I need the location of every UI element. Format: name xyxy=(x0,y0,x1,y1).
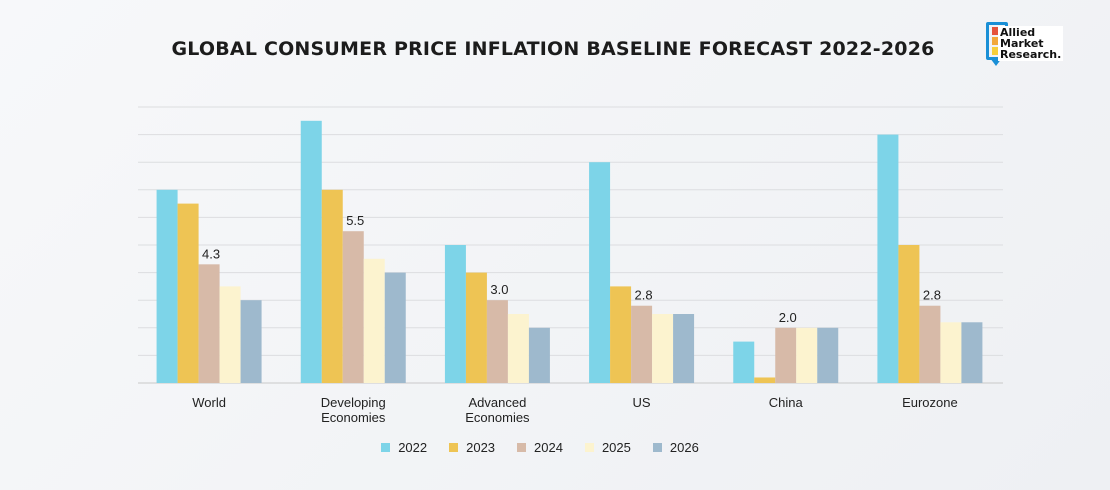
legend-item: 2022 xyxy=(381,440,427,455)
legend-item: 2025 xyxy=(584,440,631,455)
category-label: Economies xyxy=(465,410,530,425)
data-label: 2.8 xyxy=(635,288,653,303)
bar-2025 xyxy=(940,322,962,383)
bar-2023 xyxy=(898,245,920,383)
bar-2026 xyxy=(528,327,550,383)
bar-2023 xyxy=(177,203,199,383)
bar-2022 xyxy=(444,245,466,383)
bar-2022 xyxy=(589,162,611,383)
bar-2023 xyxy=(754,377,776,383)
chart-legend: 2022 2023 2024 2025 2026 xyxy=(0,440,1080,455)
category-label: Developing xyxy=(321,395,386,410)
bar-2026 xyxy=(673,314,695,383)
bar-2022 xyxy=(733,341,755,383)
bar-2023 xyxy=(610,286,632,383)
category-label: Eurozone xyxy=(902,395,958,410)
logo-line: Research. xyxy=(1000,48,1062,61)
logo-speech-tail-icon xyxy=(990,58,1002,66)
data-label: 5.5 xyxy=(346,213,364,228)
category-label: World xyxy=(192,395,226,410)
chart-title: GLOBAL CONSUMER PRICE INFLATION BASELINE… xyxy=(171,38,935,60)
bar-2023 xyxy=(465,272,487,383)
category-label: US xyxy=(633,395,651,410)
data-label: 2.8 xyxy=(923,288,941,303)
logo-line: Market xyxy=(1000,37,1044,50)
bar-2025 xyxy=(796,327,818,383)
bar-2025 xyxy=(219,286,241,383)
bar-2025 xyxy=(507,314,529,383)
bar-2026 xyxy=(240,300,262,383)
bar-2024 xyxy=(775,327,797,383)
bar-2025 xyxy=(363,258,385,383)
bar-2024 xyxy=(486,300,508,383)
bar-2025 xyxy=(652,314,674,383)
bar-2026 xyxy=(817,327,839,383)
bar-2024 xyxy=(919,305,941,383)
data-label: 2.0 xyxy=(779,310,797,325)
legend-label: 2023 xyxy=(466,440,496,455)
legend-swatch xyxy=(517,443,527,452)
bar-2024 xyxy=(198,264,220,383)
legend-item: 2024 xyxy=(517,440,563,455)
legend-swatch xyxy=(381,443,391,452)
legend-item: 2026 xyxy=(652,440,699,455)
legend-label: 2024 xyxy=(534,440,563,455)
bar-2026 xyxy=(961,322,983,383)
bar-2024 xyxy=(631,305,653,383)
logo-line: Allied xyxy=(1000,26,1036,39)
legend-swatch xyxy=(652,443,662,452)
logo-text: Allied Market Research. xyxy=(998,26,1064,61)
data-label: 4.3 xyxy=(202,246,220,261)
legend-swatch xyxy=(584,443,594,452)
category-label: China xyxy=(769,395,804,410)
bar-2026 xyxy=(384,272,406,383)
bar-2022 xyxy=(156,189,178,383)
legend-label: 2025 xyxy=(601,440,631,455)
legend-item: 2023 xyxy=(449,440,495,455)
data-label: 3.0 xyxy=(490,282,508,297)
allied-market-research-logo: Allied Market Research. xyxy=(986,22,1078,68)
bar-2022 xyxy=(877,134,899,383)
category-label: Advanced xyxy=(469,395,527,410)
legend-label: 2022 xyxy=(398,440,428,455)
bar-2024 xyxy=(342,231,364,383)
bar-2023 xyxy=(321,189,343,383)
legend-label: 2026 xyxy=(669,440,699,455)
category-label: Economies xyxy=(321,410,386,425)
bar-2022 xyxy=(300,120,322,384)
legend-swatch xyxy=(449,443,459,452)
